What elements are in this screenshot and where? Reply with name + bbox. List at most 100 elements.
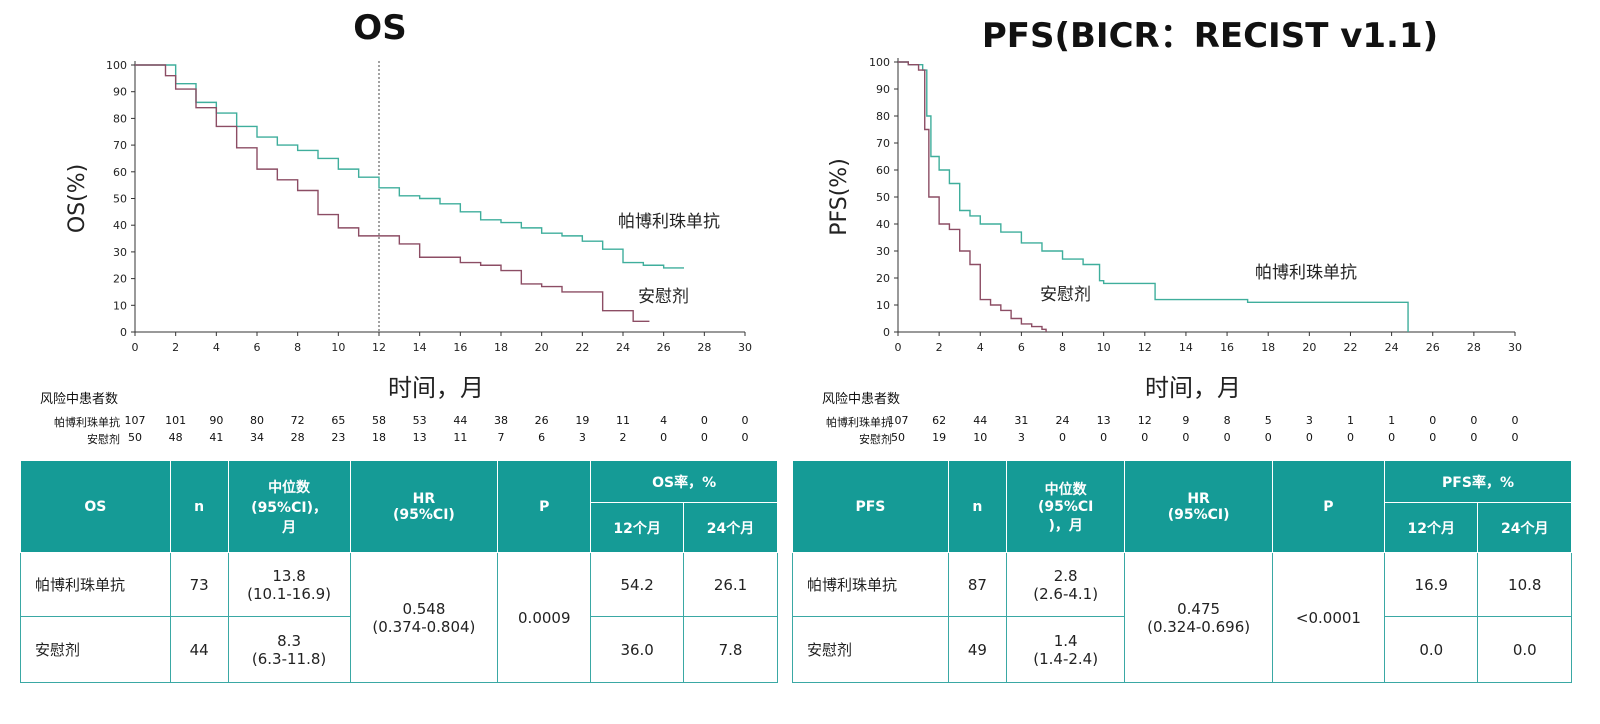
os-at-risk-cell: 101 [165, 414, 187, 427]
pfs-at-risk-cell: 0 [1223, 431, 1231, 444]
os-x-tick-label: 18 [494, 341, 508, 354]
os-col-n: n [169, 460, 229, 553]
pfs-at-risk-cell: 9 [1182, 414, 1190, 427]
os-at-risk-title: 风险中患者数 [40, 392, 119, 407]
os-x-tick-label: 12 [372, 341, 386, 354]
pfs-y-tick-label: 30 [876, 245, 890, 258]
pfs-x-tick-label: 2 [936, 341, 943, 354]
pfs-x-tick-label: 26 [1426, 341, 1440, 354]
os-at-risk-cell: 48 [168, 431, 183, 444]
pfs-at-risk-cell: 0 [1511, 414, 1519, 427]
os-row-group: 安慰剂 [20, 616, 171, 683]
os-series-label: 安慰剂 [638, 287, 689, 307]
pfs-col-endpoint: PFS [792, 460, 949, 553]
pfs-p-value: <0.0001 [1271, 552, 1386, 683]
os-x-tick-label: 20 [535, 341, 549, 354]
pfs-col-p: P [1271, 460, 1386, 553]
os-x-tick-label: 24 [616, 341, 630, 354]
pfs-x-tick-label: 12 [1138, 341, 1152, 354]
pfs-at-risk-cell: 24 [1055, 414, 1070, 427]
os-at-risk-cell: 72 [290, 414, 305, 427]
pfs-x-tick-label: 28 [1467, 341, 1481, 354]
pfs-at-risk-cell: 10 [973, 431, 988, 444]
os-row-n: 73 [169, 552, 229, 617]
os-y-tick-label: 20 [113, 273, 127, 286]
pfs-at-risk-cell: 0 [1346, 431, 1354, 444]
os-x-tick-label: 4 [213, 341, 220, 354]
os-at-risk-cell: 28 [290, 431, 305, 444]
os-x-tick-label: 0 [132, 341, 139, 354]
pfs-at-risk-cell: 1 [1346, 414, 1354, 427]
pfs-series-line [898, 61, 1047, 332]
pfs-at-risk-cell: 62 [932, 414, 947, 427]
os-at-risk-cell: 0 [741, 431, 749, 444]
pfs-at-risk-cell: 31 [1014, 414, 1029, 427]
os-at-risk-cell: 23 [331, 431, 346, 444]
os-at-risk-cell: 58 [372, 414, 386, 427]
pfs-col-24m: 24个月 [1477, 502, 1572, 553]
pfs-row-24m: 10.8 [1477, 552, 1572, 617]
pfs-row-12m: 0.0 [1384, 616, 1479, 683]
os-hr-value: 0.548 (0.374-0.804) [349, 552, 499, 683]
pfs-row-24m: 0.0 [1477, 616, 1572, 683]
pfs-row-median: 1.4 (1.4-2.4) [1005, 616, 1126, 683]
pfs-x-tick-label: 24 [1385, 341, 1399, 354]
os-at-risk-cell: 0 [700, 431, 708, 444]
os-x-tick-label: 2 [172, 341, 179, 354]
os-at-risk-cell: 107 [124, 414, 146, 427]
os-at-risk-cell: 90 [209, 414, 224, 427]
pfs-y-tick-label: 0 [883, 326, 890, 339]
os-at-risk-cell: 19 [575, 414, 590, 427]
pfs-at-risk-cell: 0 [1429, 414, 1437, 427]
pfs-col-hr: HR (95%CI) [1124, 460, 1273, 553]
os-col-hr: HR (95%CI) [349, 460, 499, 553]
pfs-x-tick-label: 16 [1220, 341, 1234, 354]
pfs-at-risk-cell: 0 [1470, 431, 1478, 444]
os-at-risk-cell: 11 [616, 414, 630, 427]
pfs-at-risk-cell: 0 [1511, 431, 1519, 444]
os-at-risk-cell: 0 [700, 414, 708, 427]
os-results-table: OS n 中位数 (95%CI)， 月 HR (95%CI) P OS率，% 1… [20, 460, 778, 683]
os-row-12m: 54.2 [590, 552, 685, 617]
pfs-at-risk-cell: 5 [1264, 414, 1272, 427]
pfs-x-tick-label: 22 [1343, 341, 1357, 354]
os-at-risk-cell: 0 [660, 431, 668, 444]
pfs-at-risk-cell: 50 [891, 431, 905, 444]
os-at-risk-cell: 13 [412, 431, 427, 444]
pfs-at-risk-cell: 44 [973, 414, 988, 427]
os-at-risk-cell: 65 [331, 414, 346, 427]
os-at-risk-cell: 11 [453, 431, 468, 444]
pfs-at-risk-row-label: 安慰剂 [859, 433, 892, 446]
os-at-risk-cell: 2 [619, 431, 627, 444]
table-row: 帕博利珠单抗 87 2.8 (2.6-4.1) 0.475 (0.324-0.6… [792, 552, 1572, 683]
pfs-series-line [898, 61, 1409, 332]
table-row: 帕博利珠单抗 73 13.8 (10.1-16.9) 0.548 (0.374-… [20, 552, 778, 683]
pfs-series-label: 帕博利珠单抗 [1255, 263, 1357, 283]
os-row-12m: 36.0 [590, 616, 685, 683]
os-y-tick-label: 60 [113, 166, 127, 179]
pfs-x-tick-label: 20 [1302, 341, 1316, 354]
table-row: 安慰剂 49 1.4 (1.4-2.4) 0.0 0.0 [792, 616, 1572, 683]
pfs-y-tick-label: 40 [876, 218, 890, 231]
os-row-group: 帕博利珠单抗 [20, 552, 171, 617]
os-col-12m: 12个月 [590, 502, 685, 553]
pfs-at-risk-cell: 0 [1305, 431, 1313, 444]
pfs-x-tick-label: 0 [895, 341, 902, 354]
os-col-rate: OS率，% [590, 460, 778, 503]
pfs-y-tick-label: 80 [876, 110, 890, 123]
pfs-x-tick-label: 18 [1261, 341, 1275, 354]
os-row-n: 44 [169, 616, 229, 683]
pfs-at-risk-cell: 0 [1470, 414, 1478, 427]
os-y-tick-label: 30 [113, 246, 127, 259]
os-at-risk-cell: 44 [453, 414, 468, 427]
pfs-y-tick-label: 10 [876, 299, 890, 312]
os-at-risk-row-label: 安慰剂 [87, 433, 120, 446]
pfs-col-12m: 12个月 [1384, 502, 1479, 553]
pfs-at-risk-cell: 3 [1017, 431, 1025, 444]
table-row: 安慰剂 44 8.3 (6.3-11.8) 36.0 7.8 [20, 616, 778, 683]
os-y-tick-label: 40 [113, 219, 127, 232]
pfs-at-risk-cell: 0 [1264, 431, 1272, 444]
pfs-hr-value: 0.475 (0.324-0.696) [1124, 552, 1273, 683]
os-at-risk-cell: 38 [494, 414, 508, 427]
os-y-axis-label: OS(%) [65, 164, 90, 233]
